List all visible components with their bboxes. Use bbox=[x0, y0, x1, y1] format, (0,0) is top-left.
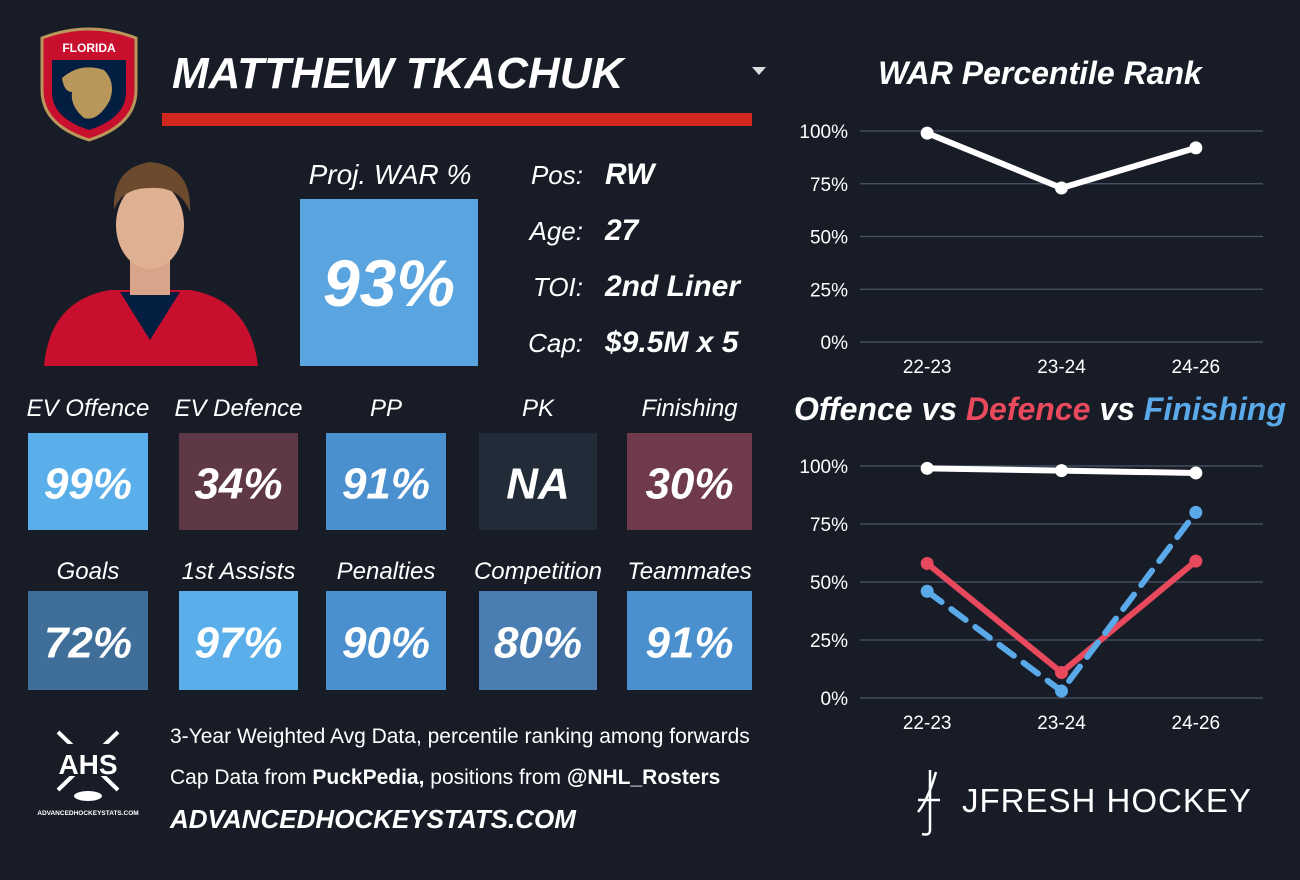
x-tick-label: 22-23 bbox=[903, 357, 952, 378]
point bbox=[1055, 665, 1068, 679]
y-tick-label: 0% bbox=[821, 333, 849, 354]
dropdown-arrow[interactable] bbox=[752, 67, 766, 75]
tile bbox=[627, 591, 752, 690]
tile bbox=[179, 433, 298, 530]
chart-title: Offence vs Defence vs Finishing bbox=[794, 391, 1286, 427]
y-tick-label: 75% bbox=[810, 515, 848, 536]
tile-label: Goals bbox=[57, 558, 120, 585]
info-list: Pos: RW Age: 27 TOI: 2nd Liner Cap: $9.5M x 5 bbox=[528, 158, 743, 359]
point bbox=[920, 126, 934, 140]
info-value: 27 bbox=[604, 214, 640, 247]
war-value: 93% bbox=[323, 246, 455, 320]
war-label: Proj. WAR % bbox=[309, 159, 472, 190]
tile-value: 97% bbox=[194, 619, 282, 668]
player-photo bbox=[44, 162, 258, 366]
point bbox=[1055, 684, 1068, 698]
credit-text: Cap Data from bbox=[170, 766, 312, 789]
x-tick-label: 23-24 bbox=[1037, 357, 1086, 378]
player-name: MATTHEW TKACHUK bbox=[172, 49, 627, 98]
credit-link[interactable]: @NHL_Rosters bbox=[567, 766, 721, 789]
credit-link[interactable]: PuckPedia, bbox=[312, 766, 424, 789]
tile-label: Teammates bbox=[627, 558, 752, 585]
team-logo: FLORIDA bbox=[40, 27, 138, 142]
legend-entry: Offence bbox=[794, 391, 913, 427]
chart-title: WAR Percentile Rank bbox=[878, 55, 1204, 91]
point bbox=[1189, 505, 1203, 519]
title-separator: vs bbox=[913, 391, 966, 427]
info-label: Pos: bbox=[531, 160, 583, 190]
info-label: Cap: bbox=[528, 328, 583, 358]
jfresh-logo bbox=[917, 770, 940, 836]
tile bbox=[627, 433, 752, 530]
tile-label: Competition bbox=[474, 558, 602, 585]
point bbox=[920, 461, 934, 475]
tile bbox=[28, 591, 148, 690]
point bbox=[1055, 181, 1068, 195]
tile-value: 72% bbox=[44, 619, 132, 668]
tile-label: EV Defence bbox=[174, 395, 302, 422]
ahs-logo: AHS ADVANCEDHOCKEYSTATS.COM bbox=[37, 730, 139, 817]
y-tick-label: 25% bbox=[810, 280, 848, 301]
tile bbox=[28, 433, 148, 530]
y-tick-label: 50% bbox=[810, 573, 848, 594]
title-separator: vs bbox=[1090, 391, 1143, 427]
tile-label: PP bbox=[370, 395, 402, 422]
x-tick-label: 23-24 bbox=[1037, 713, 1086, 734]
point bbox=[1189, 466, 1203, 480]
x-tick-label: 24-26 bbox=[1172, 357, 1221, 378]
tile bbox=[326, 591, 446, 690]
team-name: FLORIDA bbox=[62, 41, 116, 55]
info-label: Age: bbox=[528, 216, 584, 246]
tile bbox=[479, 433, 597, 530]
info-value: $9.5M x 5 bbox=[604, 326, 740, 359]
info-value: 2nd Liner bbox=[604, 270, 742, 303]
point bbox=[920, 584, 934, 598]
x-tick-label: 24-26 bbox=[1172, 713, 1221, 734]
tile-label: EV Offence bbox=[27, 395, 150, 422]
tile-value: 99% bbox=[44, 460, 132, 509]
footer-credit: Cap Data from PuckPedia, positions from … bbox=[170, 766, 720, 789]
tile bbox=[479, 591, 597, 690]
tile bbox=[179, 591, 298, 690]
tile-value: 34% bbox=[194, 460, 282, 509]
point bbox=[1189, 141, 1203, 155]
tile-label: Finishing bbox=[641, 395, 738, 422]
war-box bbox=[300, 199, 478, 366]
tile-value: 80% bbox=[494, 619, 582, 668]
x-tick-label: 22-23 bbox=[903, 713, 952, 734]
y-tick-label: 100% bbox=[799, 457, 848, 478]
y-tick-label: 25% bbox=[810, 631, 848, 652]
y-tick-label: 50% bbox=[810, 228, 848, 249]
point bbox=[1189, 554, 1203, 568]
credit-text: positions from bbox=[424, 766, 566, 789]
ahs-text: AHS bbox=[58, 749, 117, 780]
legend-entry: Finishing bbox=[1144, 391, 1286, 427]
point bbox=[1055, 464, 1068, 478]
info-label: TOI: bbox=[533, 272, 583, 302]
point bbox=[920, 556, 934, 570]
y-tick-label: 0% bbox=[821, 689, 849, 710]
ahs-site: ADVANCEDHOCKEYSTATS.COM bbox=[37, 810, 138, 817]
tile-value: 30% bbox=[645, 460, 733, 509]
tiles: EV Offence 99% EV Defence 34% PP 91% PK NA Finis… bbox=[27, 395, 752, 690]
brand: JFRESH HOCKEY bbox=[962, 782, 1252, 819]
tile-label: 1st Assists bbox=[182, 558, 296, 585]
legend-entry: Defence bbox=[966, 391, 1091, 427]
y-tick-label: 75% bbox=[810, 175, 848, 196]
charts: WAR Percentile Rank 0% 25% 50% 75% 100% 22-23 2… bbox=[794, 55, 1286, 734]
footer-site[interactable]: ADVANCEDHOCKEYSTATS.COM bbox=[169, 804, 577, 834]
tile bbox=[326, 433, 446, 530]
footer-note: 3-Year Weighted Avg Data, percentile ran… bbox=[170, 725, 750, 748]
tile-label: PK bbox=[522, 395, 555, 422]
tile-value: 91% bbox=[342, 460, 430, 509]
y-tick-label: 100% bbox=[799, 122, 848, 143]
tile-value: 91% bbox=[645, 619, 733, 668]
name-underline bbox=[162, 113, 752, 126]
info-value: RW bbox=[605, 158, 657, 191]
tile-value: NA bbox=[506, 460, 570, 509]
tile-label: Penalties bbox=[337, 558, 436, 585]
tile-value: 90% bbox=[342, 619, 430, 668]
